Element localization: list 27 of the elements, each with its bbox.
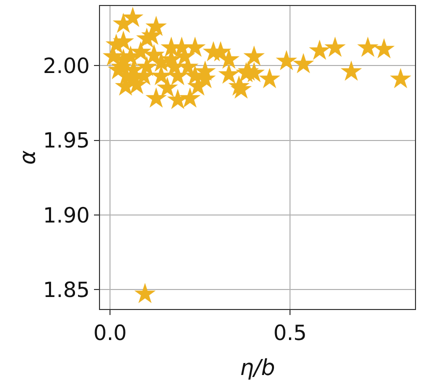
point xyxy=(134,282,156,304)
point xyxy=(357,36,378,57)
y-tick-label: 1.85 xyxy=(43,278,90,302)
point xyxy=(146,87,167,108)
x-axis-title: η/b xyxy=(240,356,276,381)
point xyxy=(324,36,346,57)
point xyxy=(179,87,201,108)
point xyxy=(373,38,395,58)
point xyxy=(276,50,298,70)
point xyxy=(122,6,144,27)
point xyxy=(156,76,178,98)
point xyxy=(218,63,240,84)
point xyxy=(340,60,362,81)
point xyxy=(218,48,240,69)
point xyxy=(308,40,330,60)
y-tick-label: 2.00 xyxy=(43,54,90,78)
point xyxy=(112,30,134,51)
point xyxy=(292,53,314,74)
y-tick-label: 1.90 xyxy=(43,203,90,228)
point xyxy=(243,46,265,66)
y-tick-label: 1.95 xyxy=(43,128,90,153)
point xyxy=(143,44,165,64)
point xyxy=(258,68,280,88)
y-axis-title: α xyxy=(16,150,42,165)
point xyxy=(390,68,412,88)
x-tick-label: 0.0 xyxy=(93,321,127,346)
x-tick-label: 0.5 xyxy=(273,321,307,346)
